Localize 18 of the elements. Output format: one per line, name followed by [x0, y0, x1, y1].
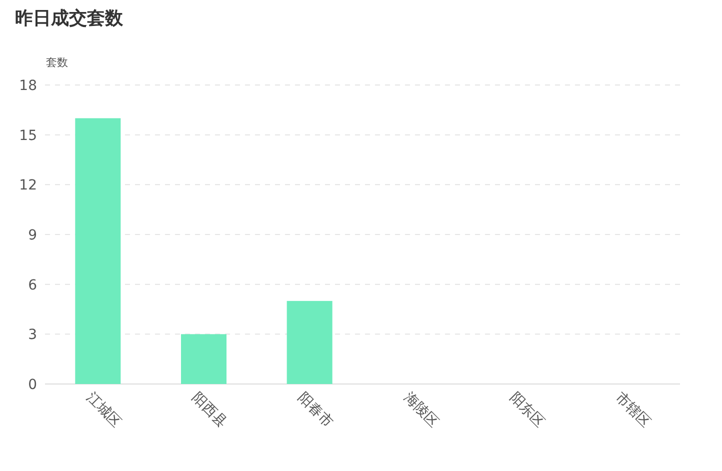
- bar: [180, 334, 227, 384]
- x-tick-label: 海陵区: [400, 390, 442, 431]
- y-tick-label: 15: [19, 128, 37, 144]
- chart-title: 昨日成交套数: [15, 8, 124, 29]
- bar: [75, 118, 121, 384]
- x-tick-label: 阳西县: [188, 390, 230, 431]
- x-tick-label: 江城区: [83, 390, 124, 431]
- bar: [286, 300, 332, 384]
- y-tick-label: 18: [19, 78, 37, 94]
- y-axis-title: 套数: [46, 56, 68, 69]
- y-tick-label: 6: [28, 277, 38, 294]
- x-tick-label: 阳东区: [506, 390, 548, 431]
- y-tick-label: 12: [19, 178, 37, 194]
- y-tick-label: 3: [28, 327, 37, 344]
- y-tick-label: 9: [28, 228, 37, 244]
- x-tick-label: 市辖区: [612, 390, 654, 431]
- x-tick-label: 阳春市: [294, 390, 336, 431]
- y-tick-label: 0: [28, 377, 37, 393]
